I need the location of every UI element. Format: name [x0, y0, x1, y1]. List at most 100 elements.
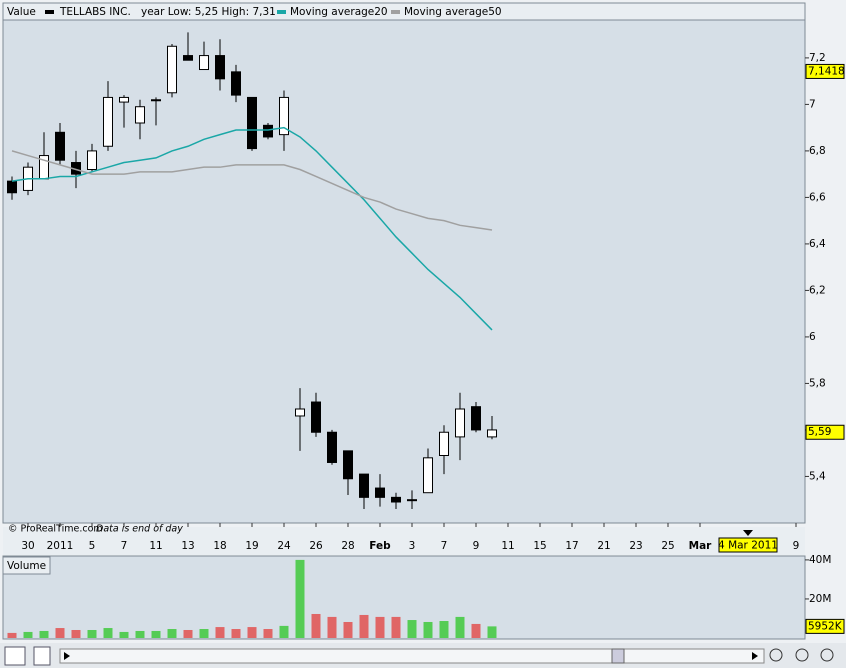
candle-body	[167, 45, 177, 94]
candle-body	[423, 457, 433, 494]
x-tick-label: 9	[793, 540, 800, 552]
volume-bar	[439, 621, 449, 638]
y-tick-label: 5,4	[809, 470, 826, 482]
moving-average-line	[11, 150, 493, 231]
price-marker-box	[805, 63, 845, 79]
cursor-date-box	[718, 537, 778, 553]
price-panel	[2, 2, 806, 524]
legend-label: Moving average20	[290, 6, 388, 18]
x-tick-label: 26	[309, 540, 323, 552]
volume-bar	[135, 630, 145, 638]
x-tick-label: Feb	[369, 540, 391, 552]
candle-body	[439, 431, 449, 457]
volume-bar	[39, 630, 49, 638]
y-tick-label: 6,4	[809, 238, 826, 250]
toolbar	[0, 643, 846, 668]
volume-bar	[215, 627, 225, 638]
date-axis	[3, 527, 805, 555]
candle-body	[103, 96, 113, 147]
y-tick-label: 7	[809, 98, 816, 110]
volume-bar	[375, 616, 385, 638]
candle-body	[359, 473, 369, 498]
header-label: Value	[7, 6, 36, 18]
chart-title: TELLABS INC.	[59, 6, 131, 18]
candle-body	[375, 487, 385, 498]
volume-bar	[151, 630, 161, 638]
x-tick-label: 11	[501, 540, 514, 552]
volume-bar	[199, 629, 209, 638]
volume-last-label: 5952K	[808, 620, 843, 632]
volume-bar	[455, 616, 465, 638]
legend-swatch	[391, 10, 400, 14]
candle-body	[295, 408, 305, 417]
moving-average-line	[11, 126, 493, 331]
scroll-thumb[interactable]	[611, 648, 625, 664]
x-tick-label: 9	[473, 540, 480, 552]
candle-body	[215, 55, 225, 80]
candle-body	[151, 99, 161, 102]
note: Data is end of day	[96, 524, 183, 535]
volume-bar	[167, 629, 177, 638]
x-tick-label: 15	[533, 540, 546, 552]
candle-body	[391, 496, 401, 503]
y-tick-label: 6,8	[809, 145, 826, 157]
price-marker-label: 7,1418	[808, 65, 845, 77]
candle-body	[119, 96, 129, 103]
price-marker-label: 5,59	[808, 426, 831, 438]
volume-bar	[119, 631, 129, 638]
candle-body	[231, 71, 241, 96]
x-tick-label: 30	[21, 540, 34, 552]
candle-body	[87, 150, 97, 171]
volume-bar	[295, 559, 305, 638]
x-tick-label: 19	[245, 540, 258, 552]
volume-bar	[487, 626, 497, 638]
candle-body	[407, 499, 417, 502]
x-tick-label: 25	[661, 540, 674, 552]
price-marker-box	[805, 424, 845, 440]
volume-bar	[7, 632, 17, 638]
x-tick-label: 18	[213, 540, 226, 552]
candle-body	[279, 96, 289, 136]
volume-bar	[311, 613, 321, 638]
zoom-in-icon[interactable]	[820, 648, 834, 662]
volume-bar	[391, 616, 401, 638]
x-tick-label: 17	[565, 540, 578, 552]
x-tick-label: 3	[409, 540, 416, 552]
subtitle: year Low: 5,25 High: 7,31	[141, 6, 276, 18]
volume-bar	[183, 629, 193, 638]
legend-swatch	[277, 10, 286, 14]
volume-bar	[279, 625, 289, 638]
volume-bar	[359, 614, 369, 638]
volume-y-tick-label: 40M	[809, 554, 831, 566]
candle-body	[487, 429, 497, 438]
candle-body	[199, 55, 209, 71]
volume-bar	[71, 629, 81, 638]
x-tick-label: 23	[629, 540, 642, 552]
candle-body	[263, 124, 273, 138]
zoom-icon[interactable]	[769, 648, 783, 662]
y-tick-label: 6	[809, 331, 816, 343]
legend-bar	[2, 2, 806, 21]
scrollbar[interactable]	[59, 648, 765, 664]
y-tick-label: 6,6	[809, 191, 826, 203]
volume-bar	[471, 623, 481, 638]
volume-bar	[87, 629, 97, 638]
cursor-date: 4 Mar 2011	[718, 540, 778, 552]
zoom-out-icon[interactable]	[795, 648, 809, 662]
x-tick-label: 24	[277, 540, 291, 552]
volume-bar	[247, 627, 257, 638]
x-tick-label: 13	[181, 540, 194, 552]
candle-body	[183, 55, 193, 61]
x-tick-label: 5	[89, 540, 96, 552]
volume-title-box	[2, 556, 51, 575]
cursor-marker	[743, 530, 753, 536]
candle-body	[455, 408, 465, 438]
volume-bar	[263, 629, 273, 638]
candle-body	[311, 401, 321, 433]
tool-icon[interactable]	[33, 646, 51, 666]
candle-body	[135, 106, 145, 124]
candle-body	[55, 131, 65, 161]
x-tick-label: 21	[597, 540, 610, 552]
tool-icon[interactable]	[4, 646, 26, 666]
candle-body	[471, 406, 481, 431]
